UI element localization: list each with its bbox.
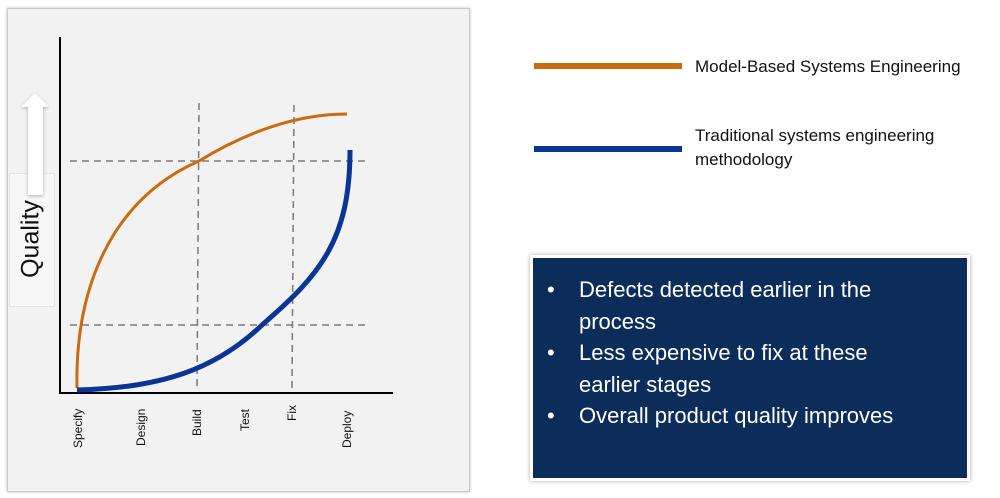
- legend-label-traditional-1: Traditional systems engineering: [695, 126, 935, 145]
- traditional-curve: [76, 149, 353, 393]
- x-label-build: Build: [190, 409, 204, 436]
- benefit-item: Less expensive to fix at these earlier s…: [533, 337, 919, 400]
- x-label-specify: Specify: [71, 408, 85, 448]
- legend-swatch-mbse: [534, 63, 682, 69]
- quality-chart: [21, 37, 393, 394]
- grid-line-build: [196, 102, 200, 389]
- quality-label-box: [9, 173, 55, 307]
- x-label-design: Design: [134, 408, 148, 446]
- benefit-item: Defects detected earlier in the process: [533, 274, 919, 337]
- chart-panel: [7, 8, 470, 492]
- x-label-fix: Fix: [285, 405, 299, 421]
- legend-swatch-traditional: [534, 146, 682, 152]
- quality-up-arrow-icon: [21, 93, 49, 195]
- y-axis-label: Quality: [16, 200, 45, 278]
- legend-label-mbse: Model-Based Systems Engineering: [695, 57, 961, 76]
- benefit-item: Overall product quality improves: [533, 400, 959, 432]
- legend-label-traditional-2: methodology: [695, 150, 793, 169]
- x-label-deploy: Deploy: [340, 410, 354, 448]
- x-label-test: Test: [238, 408, 252, 431]
- mbse-curve: [75, 112, 348, 389]
- grid-line-fix: [291, 104, 295, 389]
- benefits-box: Defects detected earlier in the process …: [533, 258, 967, 478]
